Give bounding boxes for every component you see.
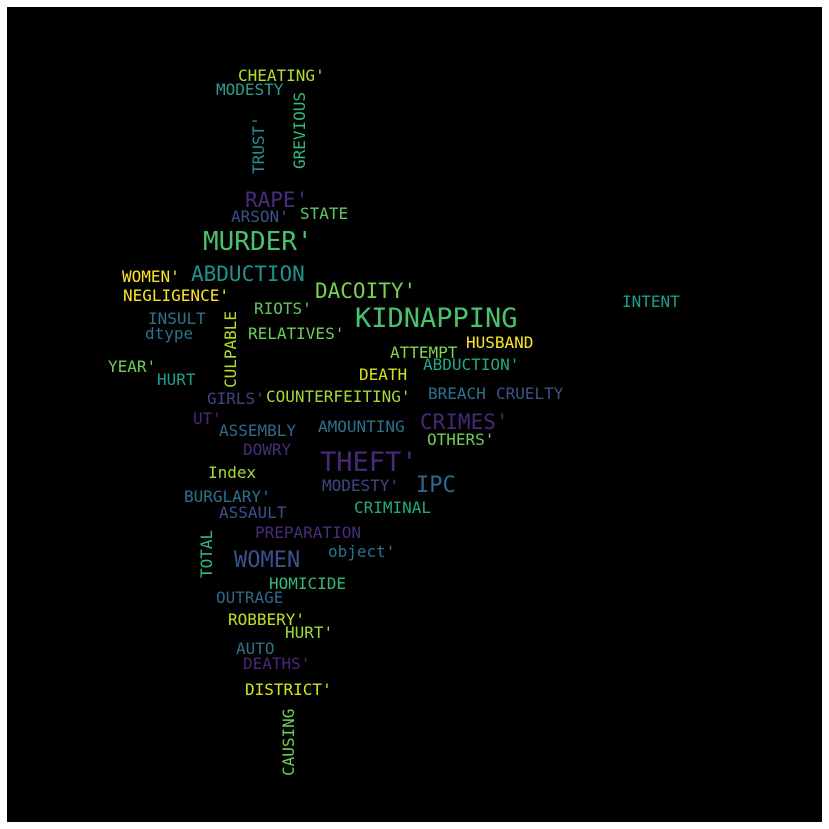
word-outrage: OUTRAGE bbox=[216, 588, 284, 607]
word-girls: GIRLS' bbox=[207, 389, 265, 408]
word-hurt-quote: HURT' bbox=[285, 623, 334, 642]
word-modesty: MODESTY bbox=[216, 80, 284, 99]
word-robbery: ROBBERY' bbox=[228, 610, 306, 629]
word-women-quote: WOMEN' bbox=[122, 267, 180, 286]
word-cloud-canvas: CHEATING' MODESTY GREVIOUS TRUST' RAPE' … bbox=[7, 7, 822, 822]
word-crimes: CRIMES' bbox=[420, 410, 509, 434]
word-ipc: IPC bbox=[416, 473, 456, 498]
word-state: STATE bbox=[300, 204, 349, 223]
word-assault: ASSAULT bbox=[219, 503, 287, 522]
word-rape: RAPE' bbox=[245, 188, 309, 212]
word-deaths: DEATHS' bbox=[243, 654, 311, 673]
word-theft: THEFT' bbox=[320, 447, 418, 478]
word-culpable: CULPABLE bbox=[221, 310, 240, 388]
word-ut: UT' bbox=[193, 409, 222, 428]
word-modesty-quote: MODESTY' bbox=[322, 476, 400, 495]
word-women: WOMEN bbox=[234, 548, 301, 573]
word-dowry: DOWRY bbox=[243, 440, 292, 459]
word-death: DEATH bbox=[359, 365, 408, 384]
word-murder: MURDER' bbox=[203, 227, 313, 257]
word-cheating: CHEATING' bbox=[238, 66, 325, 85]
word-arson: ARSON' bbox=[231, 207, 289, 226]
word-homicide: HOMICIDE bbox=[269, 574, 347, 593]
word-auto: AUTO bbox=[236, 639, 275, 658]
word-riots: RIOTS' bbox=[254, 299, 312, 318]
word-intent: INTENT bbox=[622, 292, 680, 311]
word-insult: INSULT bbox=[148, 309, 206, 328]
word-burglary: BURGLARY' bbox=[184, 487, 271, 506]
word-negligence: NEGLIGENCE' bbox=[123, 286, 229, 305]
word-dtype: dtype bbox=[145, 324, 194, 343]
word-hurt: HURT bbox=[157, 370, 196, 389]
word-grevious: GREVIOUS bbox=[290, 91, 309, 169]
word-breach: BREACH bbox=[428, 384, 486, 403]
word-attempt: ATTEMPT bbox=[390, 343, 458, 362]
word-amounting: AMOUNTING bbox=[318, 417, 405, 436]
word-causing: CAUSING bbox=[279, 708, 298, 776]
word-preparation: PREPARATION bbox=[255, 523, 361, 542]
word-year: YEAR' bbox=[108, 357, 157, 376]
word-abduction-quote: ABDUCTION' bbox=[423, 355, 520, 374]
word-kidnapping: KIDNAPPING bbox=[355, 303, 518, 334]
word-criminal: CRIMINAL bbox=[354, 498, 432, 517]
word-counterfeiting: COUNTERFEITING' bbox=[266, 387, 411, 406]
word-district: DISTRICT' bbox=[245, 680, 332, 699]
word-dacoity: DACOITY' bbox=[315, 279, 417, 303]
word-object: object' bbox=[328, 542, 396, 561]
word-cruelty: CRUELTY bbox=[496, 384, 564, 403]
word-trust: TRUST' bbox=[249, 116, 268, 174]
word-index: Index bbox=[208, 463, 257, 482]
word-husband: HUSBAND bbox=[466, 333, 534, 352]
word-assembly: ASSEMBLY bbox=[219, 421, 297, 440]
word-total: TOTAL bbox=[197, 529, 216, 578]
word-others: OTHERS' bbox=[427, 430, 495, 449]
word-relatives: RELATIVES' bbox=[248, 324, 345, 343]
word-abduction: ABDUCTION bbox=[191, 262, 305, 286]
